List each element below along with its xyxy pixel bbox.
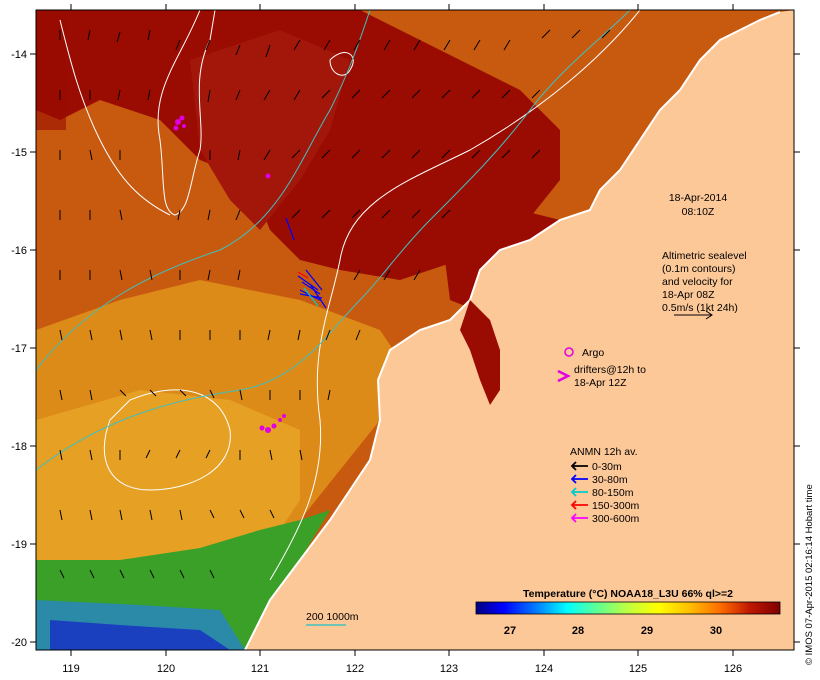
lon-tick: 126	[724, 663, 742, 675]
lon-tick: 123	[440, 663, 458, 675]
anmn-entry-label: 150-300m	[592, 500, 640, 512]
altimetry-line: 0.5m/s (1kt 24h)	[662, 302, 738, 314]
velocity-scale-arrow-icon	[674, 310, 713, 320]
altimetry-note: Altimetric sealevel (0.1m contours) and …	[662, 250, 747, 320]
lon-tick: 120	[157, 663, 175, 675]
map-area	[36, 10, 794, 650]
isobath-legend: 200 1000m	[306, 611, 359, 626]
anmn-legend: ANMN 12h av. 0-30m 30-80m 80-150m 150-30…	[570, 446, 640, 525]
lat-tick: -16	[11, 245, 27, 257]
lat-tick: -15	[11, 147, 27, 159]
altimetry-line: Altimetric sealevel	[662, 250, 747, 262]
colorbar-label: 27	[504, 625, 516, 637]
lon-tick: 121	[251, 663, 269, 675]
land	[245, 10, 794, 650]
arrow-left-icon	[570, 474, 588, 484]
anmn-vectors	[285, 217, 327, 309]
top-left-data	[36, 10, 66, 130]
lat-tick-labels: -14 -15 -16 -17 -18 -19 -20	[11, 49, 27, 649]
argo-legend: Argo	[564, 347, 604, 359]
altimetry-line: (0.1m contours)	[662, 263, 736, 275]
lat-tick: -19	[11, 539, 27, 551]
drifter-marker-icon	[557, 369, 571, 383]
lon-tick: 124	[535, 663, 553, 675]
colorbar-label: 28	[572, 625, 584, 637]
anmn-entry: 80-150m	[570, 487, 634, 499]
anmn-entry-label: 30-80m	[592, 474, 628, 486]
altimetry-line: and velocity for	[662, 276, 733, 288]
lat-tick: -14	[11, 49, 27, 61]
credit-text: © IMOS 07-Apr-2015 02:16:14 Hobart time	[804, 484, 815, 665]
drifter-tracks	[173, 115, 286, 433]
anmn-entry: 0-30m	[570, 461, 622, 473]
king-sound	[460, 300, 500, 405]
coastline	[244, 11, 781, 650]
timestamp-date: 18-Apr-2014	[669, 192, 728, 204]
arrow-left-icon	[570, 461, 588, 471]
drifter-legend: drifters@12h to 18-Apr 12Z	[557, 364, 646, 389]
isobath-lines	[36, 10, 631, 471]
anmn-title: ANMN 12h av.	[570, 446, 638, 458]
colorbar: Temperature (°C) NOAA18_L3U 66% ql>=2 27…	[475, 588, 781, 637]
timestamp: 18-Apr-2014 08:10Z	[669, 192, 728, 218]
colorbar-label: 29	[641, 625, 653, 637]
lon-tick: 119	[62, 663, 80, 675]
anmn-entry: 150-300m	[570, 500, 640, 512]
coastal-cold-core	[50, 620, 230, 650]
lon-tick: 125	[629, 663, 647, 675]
lon-tick: 122	[346, 663, 364, 675]
lat-tick: -20	[11, 637, 27, 649]
colorbar-title: Temperature (°C) NOAA18_L3U 66% ql>=2	[523, 588, 733, 600]
argo-label: Argo	[582, 347, 604, 359]
arrow-left-icon	[570, 487, 588, 497]
drifter-line: drifters@12h to	[574, 364, 646, 376]
lat-tick: -17	[11, 343, 27, 355]
colorbar-scale	[475, 601, 781, 615]
drifter-line: 18-Apr 12Z	[574, 377, 627, 389]
anmn-entry: 300-600m	[570, 513, 640, 525]
arrow-left-icon	[570, 500, 588, 510]
velocity-arrows	[59, 29, 611, 579]
timestamp-time: 08:10Z	[682, 206, 715, 218]
anmn-entry-label: 80-150m	[592, 487, 634, 499]
warm-core	[190, 30, 350, 230]
anmn-entry-label: 0-30m	[592, 461, 622, 473]
argo-marker-icon	[564, 347, 574, 357]
sealevel-contours	[59, 10, 641, 581]
arrow-left-icon	[570, 513, 588, 523]
lon-tick-labels: 119 120 121 122 123 124 125 126	[62, 663, 742, 675]
colorbar-label: 30	[710, 625, 722, 637]
anmn-entry: 30-80m	[570, 474, 628, 486]
altimetry-line: 18-Apr 08Z	[662, 289, 715, 301]
axis-ticks	[30, 4, 800, 656]
isobath-label: 200 1000m	[306, 611, 359, 623]
anmn-entry-label: 300-600m	[592, 513, 640, 525]
map-frame	[35, 9, 795, 651]
lat-tick: -18	[11, 441, 27, 453]
